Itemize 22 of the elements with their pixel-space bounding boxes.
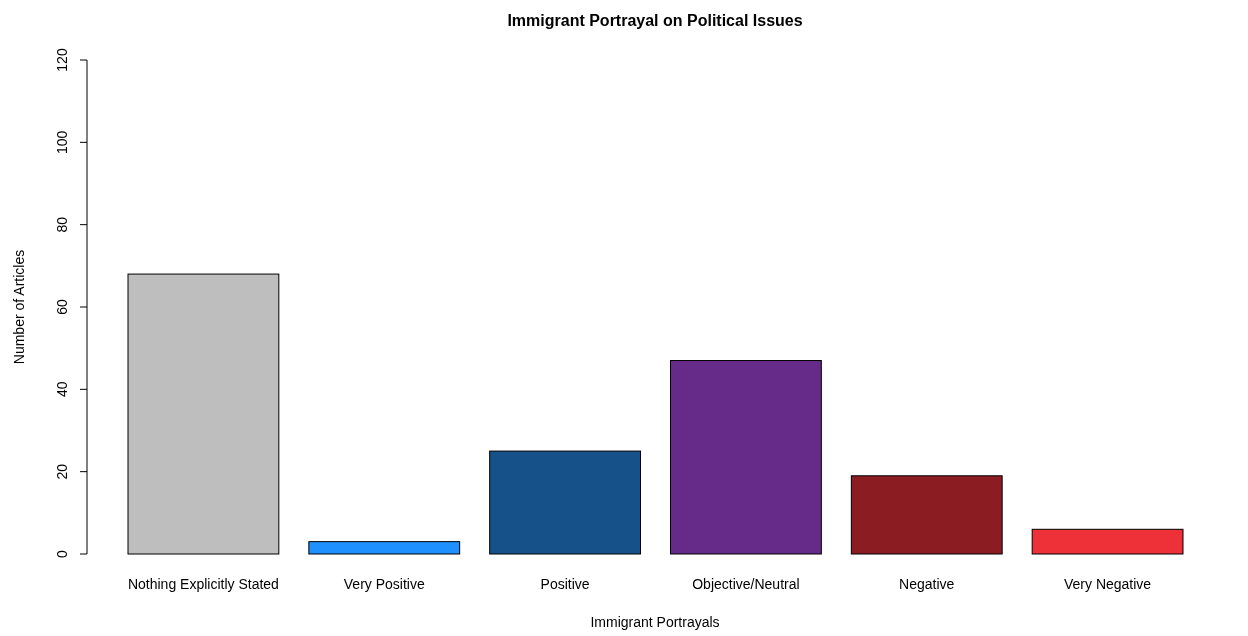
x-axis-title: Immigrant Portrayals <box>590 614 720 630</box>
y-tick-label: 120 <box>54 48 70 72</box>
y-tick-label: 0 <box>54 549 70 558</box>
x-tick-label: Very Negative <box>1064 576 1152 592</box>
x-tick-label: Objective/Neutral <box>692 576 800 592</box>
y-axis-title: Number of Articles <box>11 249 27 365</box>
bar <box>1031 528 1184 555</box>
bar <box>850 475 1003 555</box>
x-tick-label: Positive <box>540 576 590 592</box>
chart-title: Immigrant Portrayal on Political Issues <box>507 12 803 29</box>
x-tick-label: Negative <box>899 576 955 592</box>
x-tick-label: Very Positive <box>343 576 425 592</box>
y-tick-label: 80 <box>54 216 70 233</box>
y-tick-label: 20 <box>54 463 70 480</box>
y-tick-label: 40 <box>54 381 70 398</box>
bar <box>127 273 280 555</box>
y-tick-label: 100 <box>54 130 70 155</box>
y-tick-label: 60 <box>54 299 70 315</box>
x-tick-label: Nothing Explicitly Stated <box>127 576 279 592</box>
bar <box>308 541 461 555</box>
bar <box>489 450 641 555</box>
bar <box>670 360 822 555</box>
